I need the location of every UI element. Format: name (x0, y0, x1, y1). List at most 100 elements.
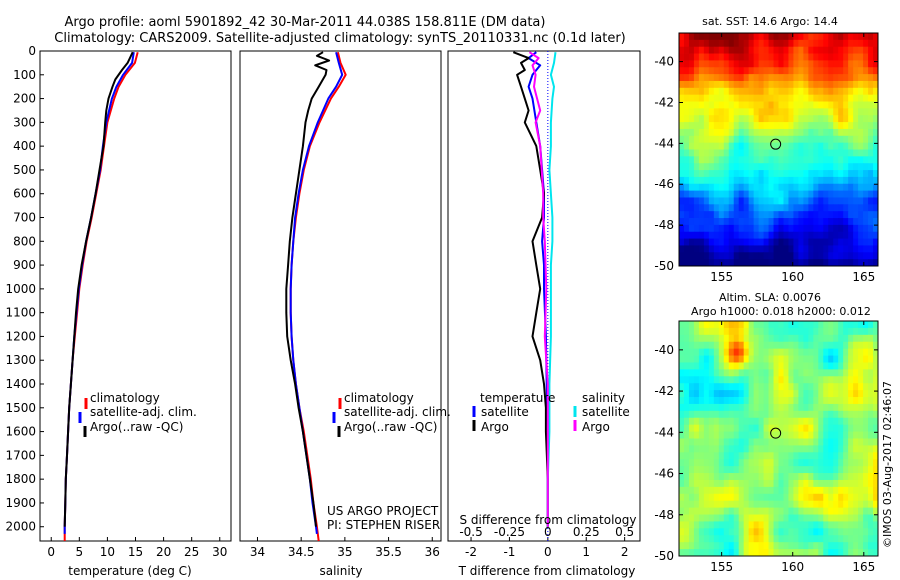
map-cell (688, 493, 695, 502)
x-tick-label: 20 (156, 545, 171, 559)
map-cell (773, 397, 779, 405)
map-cell (853, 39, 859, 48)
map-cell (778, 473, 784, 481)
map-cell (803, 424, 809, 432)
map-cell (753, 424, 760, 432)
map-cell (768, 369, 774, 377)
map-cell (683, 197, 690, 205)
map-cell (713, 101, 720, 109)
map-cell (679, 507, 685, 515)
map-cell (803, 369, 809, 377)
map-cell (828, 321, 834, 329)
map-cell (823, 369, 829, 377)
map-cell (848, 535, 854, 543)
map-cell (748, 376, 755, 384)
map-cell (738, 341, 745, 350)
map-cell (803, 334, 809, 343)
map-cell (858, 528, 864, 536)
map-cell (828, 39, 834, 48)
map-cell (803, 549, 809, 557)
map-cell (753, 390, 760, 398)
map-cell (763, 259, 769, 267)
map-cell (848, 348, 854, 356)
map-cell (823, 87, 829, 96)
map-cell (823, 514, 829, 522)
map-cell (758, 355, 764, 363)
map-cell (708, 321, 715, 329)
map-cell (803, 452, 809, 460)
map-cell (783, 46, 789, 54)
map-cell (723, 521, 730, 529)
map-cell (808, 60, 814, 68)
map-cell (728, 452, 735, 460)
map-cell (723, 67, 730, 75)
map-cell (873, 115, 879, 123)
map-cell (763, 183, 769, 192)
map-cell (803, 74, 809, 82)
map-cell (783, 397, 789, 405)
map-cell (693, 500, 700, 509)
map-cell (793, 507, 799, 515)
map-cell (698, 521, 705, 529)
map-cell (738, 459, 745, 467)
map-cell (758, 459, 764, 467)
map-cell (788, 521, 794, 529)
map-cell (708, 327, 715, 336)
map-cell (828, 135, 834, 144)
map-cell (773, 507, 779, 515)
map-cell (718, 135, 725, 144)
series-line-salinity-satellite (546, 52, 557, 527)
map-cell (843, 211, 849, 219)
map-cell (738, 211, 745, 219)
map-cell (688, 128, 695, 137)
map-cell (788, 528, 794, 536)
map-cell (843, 438, 849, 446)
map-cell (833, 410, 839, 419)
map-cell (803, 60, 809, 68)
map-cell (698, 549, 705, 557)
map-cell (823, 67, 829, 75)
map-cell (853, 211, 859, 219)
map-cell (863, 87, 869, 96)
map-cell (833, 369, 839, 377)
map-cell (813, 334, 819, 343)
map-cell (838, 156, 844, 164)
map-cell (848, 341, 854, 350)
map-cell (683, 341, 690, 350)
map-cell (698, 87, 705, 96)
map-cell (773, 334, 779, 343)
map-cell (733, 170, 740, 178)
map-cell (798, 459, 804, 467)
map-cell (758, 390, 764, 398)
map-cell (753, 466, 760, 474)
map-cell (753, 334, 760, 343)
map-cell (808, 431, 814, 439)
map-cell (803, 211, 809, 219)
map-cell (773, 403, 779, 412)
map-cell (828, 521, 834, 529)
map-cell (823, 149, 829, 157)
map-cell (753, 156, 760, 164)
map-cell (679, 87, 685, 96)
map-cell (788, 108, 794, 116)
map-cell (773, 231, 779, 239)
map-cell (778, 183, 784, 192)
map-cell (743, 486, 750, 495)
map-cell (718, 431, 725, 439)
map-cell (873, 128, 879, 137)
map-cell (713, 321, 720, 329)
map-cell (708, 128, 715, 137)
map-cell (703, 101, 710, 109)
map-cell (793, 479, 799, 488)
map-cell (868, 39, 874, 48)
map-cell (753, 53, 760, 61)
map-cell (693, 60, 700, 68)
map-cell (708, 383, 715, 391)
map-cell (708, 238, 715, 246)
map-cell (713, 417, 720, 426)
map-cell (828, 383, 834, 391)
map-cell (763, 466, 769, 474)
map-cell (818, 224, 824, 233)
map-cell (873, 190, 879, 198)
map-cell (703, 224, 710, 233)
